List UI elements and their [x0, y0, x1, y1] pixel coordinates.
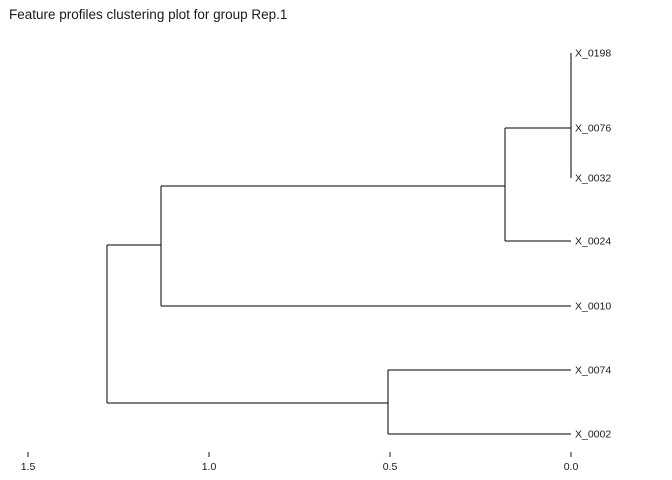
leaf-label-x_0032: X_0032 — [575, 173, 611, 185]
axis-tick-label-0.5: 0.5 — [383, 461, 398, 473]
leaf-label-x_0010: X_0010 — [575, 301, 611, 313]
page-title: Feature profiles clustering plot for gro… — [9, 7, 288, 22]
axis-tick-label-0.0: 0.0 — [564, 461, 579, 473]
leaf-label-x_0074: X_0074 — [575, 365, 611, 377]
dendrogram-links — [106, 53, 572, 435]
axis-tick-label-1.5: 1.5 — [21, 461, 36, 473]
dendrogram-leaf-labels: X_0198 X_0076 X_0032 X_0024 X_0010 X_0074 X_00… — [575, 48, 611, 441]
axis-tick-label-1.0: 1.0 — [202, 461, 217, 473]
leaf-label-x_0024: X_0024 — [575, 236, 611, 248]
leaf-label-x_0198: X_0198 — [575, 48, 611, 60]
leaf-label-x_0002: X_0002 — [575, 429, 611, 441]
x-axis: 1.5 1.0 0.5 0.0 — [21, 452, 579, 473]
leaf-label-x_0076: X_0076 — [575, 123, 611, 135]
